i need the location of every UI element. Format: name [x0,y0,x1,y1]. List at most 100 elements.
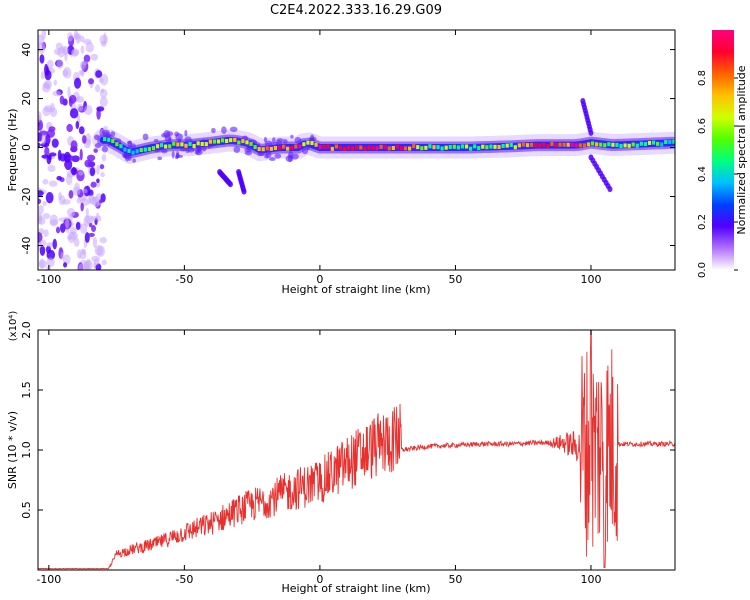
noise-blob [91,255,101,262]
x-tick-label: 50 [448,273,462,286]
noise-blob [39,245,46,256]
ridge-cell [546,143,550,148]
noise-blob [71,48,80,56]
noise-blob [79,148,83,161]
band-blob [264,140,273,147]
noise-blob [48,126,56,132]
colorbar: 0.0 0.2 0.4 0.6 0.8 Normalized spectral ampl… [697,30,748,278]
noise-blob [90,181,97,188]
snr-y-label: SNR (10 * v/v) [6,411,19,489]
ridge-cell [188,142,192,147]
noise-blob [63,262,68,268]
noise-blob [43,105,53,112]
ridge-cell [550,142,554,147]
spectrogram-frame [37,29,676,271]
noise-blob [38,190,44,197]
x-tick-label: 50 [448,573,462,586]
noise-blob [79,60,86,70]
ridge-cell [281,144,286,149]
noise-blob [80,69,85,77]
ridge-cell [334,144,339,149]
noise-blob [96,245,105,257]
noise-blob [85,41,94,53]
ridge-cell [135,149,139,154]
ridge-cell [123,147,127,152]
colorbar-bar [712,30,734,270]
ridge-cell [452,144,456,149]
ridge-cell [257,147,261,152]
noise-blob [64,50,68,62]
noise-blob [73,77,82,89]
noise-blob [57,47,66,58]
ridge-cell [200,142,204,147]
band-blob [153,147,161,153]
noise-blob [53,79,57,86]
noise-blob [38,142,41,148]
snr-x-label: Height of straight line (km) [281,582,430,595]
spectrogram-panel: -100 -50 0 50 100 -40 -20 0 20 40 Height of stra… [6,29,676,296]
snr-y-ticks: 0.5 1.0 1.5 2.0 [20,321,675,519]
noise-blob [69,231,78,240]
ridge-cell [261,147,265,152]
noise-blob [42,213,51,220]
chirp-blob [588,129,594,136]
ridge-cell [424,145,428,150]
band-blob [101,145,108,153]
ridge-cell [115,142,119,147]
ridge-cell [172,141,176,146]
ridge-cell [184,143,188,148]
ridge-cell [562,142,566,147]
colorbar-tick-label: 0.0 [697,262,708,278]
ridge-cell [399,146,404,151]
ridge-cell [521,142,526,147]
noise-blob [94,84,101,93]
ridge-cell [208,139,212,144]
ridge-cell [310,141,314,146]
band-blob [122,153,128,158]
ridge-cell [631,142,635,147]
band-blob [153,138,159,143]
ridge-cell [464,144,469,149]
ridge-cell [440,146,444,151]
ridge-cell [216,139,221,144]
ridge-cell [233,137,237,142]
ridge-cell [590,141,595,146]
band-blob [264,154,269,159]
noise-blob [65,218,70,229]
noise-blob [39,130,48,136]
noise-blob [46,155,52,165]
ridge-cell [497,144,501,149]
ridge-cell [477,146,481,151]
noise-blob [63,151,71,163]
ridge-cell [143,147,147,152]
ridge-cell [383,145,387,150]
ridge-cell [432,145,436,150]
ridge-cell [534,143,538,148]
ridge-cell [290,145,294,150]
band-blob [269,157,276,162]
noise-blob [92,196,96,201]
colorbar-tick-label: 0.2 [697,214,708,230]
ridge-cell [119,144,123,149]
ridge-cell [371,145,375,150]
noise-blob [58,191,62,201]
ridge-cell [448,144,452,149]
ridge-cell [355,145,359,150]
band-blob [110,131,116,137]
ridge-cell [493,144,497,149]
band-blob [301,147,309,155]
noise-blob [46,257,55,268]
ridge-cell [456,145,460,150]
noise-blob [68,189,74,199]
ridge-cell [176,142,180,147]
band-blob [294,137,302,144]
ridge-cell [420,146,424,151]
noise-blob [46,249,56,261]
spectrogram-x-label: Height of straight line (km) [281,283,430,296]
noise-blob [46,59,54,70]
y-tick-label: 1.5 [20,381,33,399]
noise-blob [78,126,85,135]
noise-blob [101,154,107,162]
chirp-blob [241,188,247,195]
ridge-cell [428,144,432,149]
